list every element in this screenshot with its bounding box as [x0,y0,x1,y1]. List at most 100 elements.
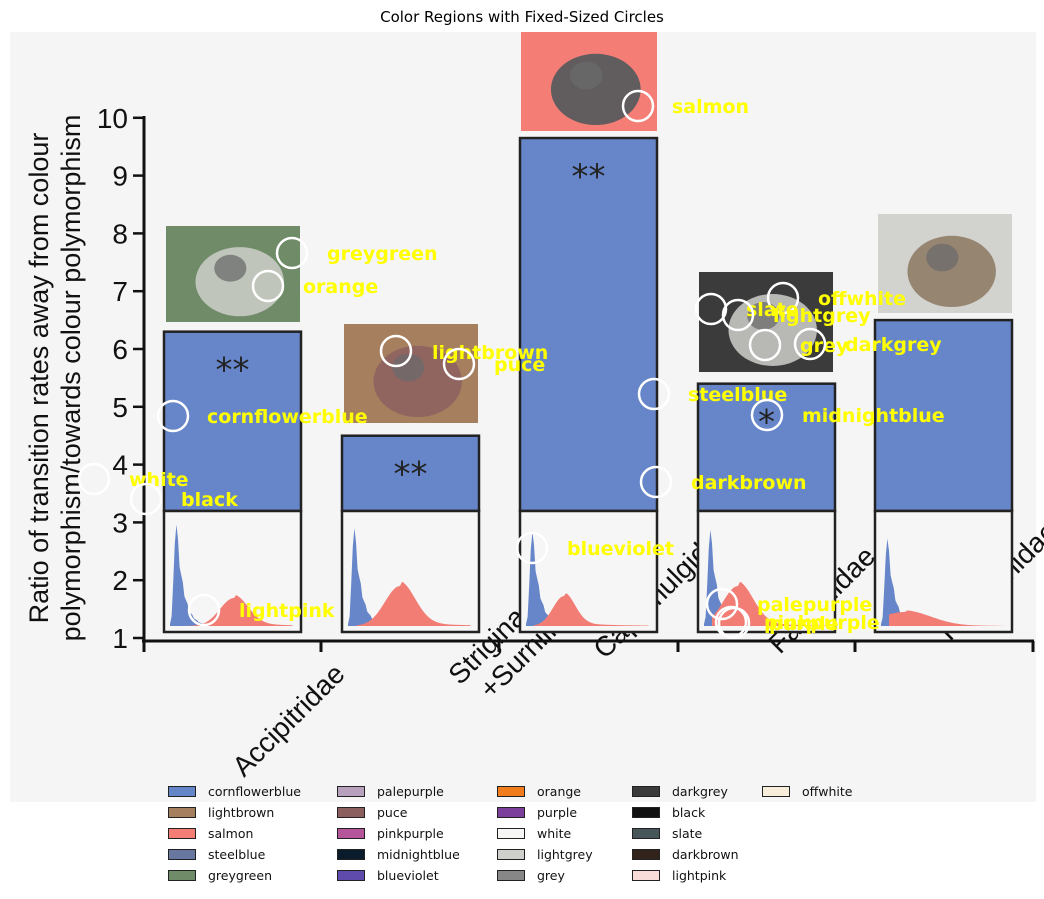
bar [518,136,659,513]
legend-swatch [168,786,196,797]
legend-swatch [497,828,525,839]
inset-histogram-blue [348,528,386,626]
inset-histogram-blue [704,529,742,626]
circle-label: purple [769,613,839,635]
y-tick-label: 9 [112,161,128,192]
circle-label: orange [303,276,378,298]
circle-label: greygreen [327,243,438,265]
legend-label: palepurple [377,784,444,799]
legend-swatch [632,807,660,818]
legend-swatch [337,786,365,797]
circle-label: lightgrey [773,305,871,327]
legend-swatch [168,849,196,860]
color-circle [793,327,827,361]
legend-swatch [497,870,525,881]
color-circle [721,298,755,332]
color-circle [442,347,476,381]
legend-swatch [168,828,196,839]
bird-head [214,254,247,282]
inset-histogram-red [534,593,649,626]
circle-label: steelblue [688,384,787,406]
circle-label: black [181,489,238,511]
circle-label: palepurple [757,594,872,616]
bars: ******* [162,136,1014,634]
circle-label: cornflowerblue [207,406,368,428]
legend-label: lightpink [672,868,727,883]
legend-swatch [337,828,365,839]
legend-swatch [497,786,525,797]
inset-histogram-blue [881,538,919,626]
color-circle [750,398,784,432]
significance-marker: ** [394,455,428,495]
legend-label: cornflowerblue [208,784,301,799]
color-circle [187,593,221,627]
circle-label: white [129,469,189,491]
circle-label: pinkpurple [764,612,880,634]
y-tick-label: 8 [112,218,128,249]
color-circle [515,531,549,565]
legend-label: white [537,826,572,841]
legend-swatch [632,849,660,860]
y-tick-label: 5 [112,392,128,423]
inset-histogram-blue [170,524,208,626]
legend-label: grey [537,868,565,883]
color-circle [637,377,671,411]
y-tick-label: 3 [112,507,128,538]
legend-label: purple [537,805,578,820]
color-circle [156,399,190,433]
color-circle [77,462,111,496]
legend-swatch [337,807,365,818]
legend-swatch [497,807,525,818]
circle-label: blueviolet [567,538,674,560]
legend-label: puce [377,805,408,820]
legend-swatch [632,870,660,881]
legend-label: pinkpurple [377,826,444,841]
circle-label: puce [494,354,545,376]
inset-histogram-red [712,581,827,626]
y-tick-label: 10 [97,103,128,134]
inset-histogram-red [889,610,1004,626]
legend-swatch [337,849,365,860]
legend-swatch [337,870,365,881]
inset-histogram-blue [526,531,564,626]
bar [873,318,1014,513]
legend-label: darkgrey [672,784,728,799]
color-circle [621,89,655,123]
circle-label: darkbrown [691,472,807,494]
legend-label: lightbrown [208,805,275,820]
y-tick-label: 6 [112,334,128,365]
circle-label: midnightblue [802,405,945,427]
legend-label: greygreen [208,868,272,883]
legend-label: black [672,805,706,820]
legend-swatch [632,786,660,797]
legend-label: midnightblue [377,847,460,862]
circle-label: lightpink [239,600,335,622]
color-circle [766,281,800,315]
legend-label: orange [537,784,581,799]
circle-label: offwhite [818,288,906,310]
inset-histogram-red [356,581,471,626]
y-tick-label: 1 [112,623,128,654]
y-tick-label: 2 [112,565,128,596]
y-tick-label: 7 [112,276,128,307]
legend-swatch [168,870,196,881]
legend-swatch [497,849,525,860]
color-circle [129,482,163,516]
legend-swatch [762,786,790,797]
color-circle [705,587,739,621]
color-circle [639,465,673,499]
legend: cornflowerblue lightbrown salmon steelblue g… [168,784,928,894]
circle-label: lightbrown [432,342,548,364]
legend-label: offwhite [802,784,853,799]
color-circle [748,328,782,362]
circle-label: slate [746,299,799,321]
bird-head [926,243,959,272]
legend-swatch [632,828,660,839]
legend-label: blueviolet [377,868,439,883]
significance-marker: * [758,403,775,443]
legend-label: steelblue [208,847,266,862]
legend-swatch [168,807,196,818]
y-axis-label: Ratio of transition rates away from colo… [24,115,86,642]
